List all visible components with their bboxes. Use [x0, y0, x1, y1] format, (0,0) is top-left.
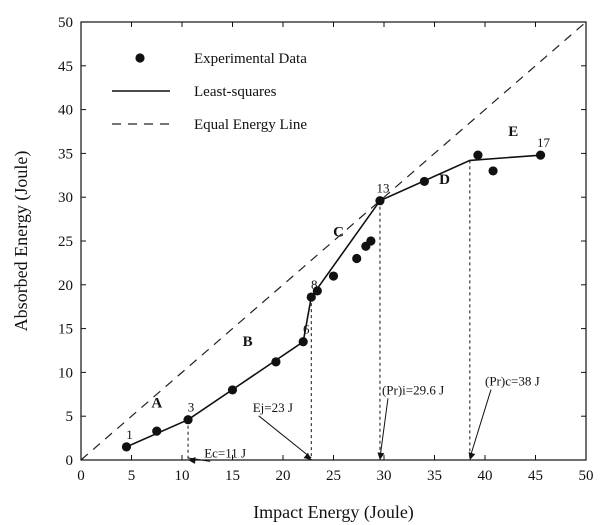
point-label: 17 — [537, 135, 551, 150]
y-tick-label: 40 — [58, 103, 73, 119]
axes-layer: 0 5 10 15 20 25 30 35 40 45 50 0 5 10 15 20 25 30 35 40 45 50 — [58, 15, 594, 484]
data-point — [352, 253, 362, 264]
x-tick-label: 0 — [77, 468, 85, 484]
annotation-label: Ej=23 J — [253, 400, 293, 415]
legend-label: Least-squares — [194, 84, 277, 100]
annotation-label: Ec=11 J — [204, 445, 246, 460]
data-point — [312, 286, 322, 296]
data-point — [419, 176, 429, 187]
x-tick-label: 20 — [276, 468, 291, 484]
y-tick-label: 25 — [58, 234, 73, 250]
y-tick-label: 20 — [58, 278, 73, 294]
x-tick-label: 30 — [377, 468, 392, 484]
point-label: 3 — [188, 400, 195, 415]
annotation-arrow — [469, 389, 492, 459]
points-layer — [121, 150, 546, 452]
point-label: 6 — [303, 322, 310, 337]
y-tick-label: 0 — [66, 453, 74, 469]
region-label: E — [508, 124, 518, 140]
y-tick-label: 10 — [58, 365, 73, 381]
y-tick-label: 5 — [66, 409, 74, 425]
y-tick-label: 30 — [58, 190, 73, 206]
annotation-label: (Pr)i=29.6 J — [382, 382, 444, 397]
y-tick-label: 35 — [58, 146, 73, 162]
y-tick-label: 45 — [58, 59, 73, 75]
region-label: B — [243, 334, 253, 350]
data-point — [535, 150, 546, 160]
x-tick-label: 50 — [579, 468, 594, 484]
x-tick-label: 45 — [528, 468, 543, 484]
x-tick-label: 25 — [326, 468, 341, 484]
x-tick-label: 15 — [225, 468, 240, 484]
point-label: 8 — [311, 277, 318, 292]
legend-marker — [135, 53, 145, 63]
data-point — [271, 357, 281, 367]
point-label: 13 — [376, 181, 389, 196]
data-point — [306, 292, 316, 302]
annotation-arrowhead — [377, 452, 385, 460]
data-point — [121, 442, 132, 452]
data-point — [366, 236, 376, 246]
legend-label: Equal Energy Line — [194, 117, 307, 133]
point-label: 1 — [126, 427, 133, 442]
x-tick-label: 10 — [175, 468, 190, 484]
data-point — [488, 166, 498, 176]
legend-label: Experimental Data — [194, 51, 307, 67]
data-point — [473, 150, 483, 160]
x-axis-title: Impact Energy (Joule) — [253, 502, 414, 523]
y-tick-label: 50 — [58, 15, 73, 31]
data-point — [375, 196, 385, 206]
region-label: D — [439, 172, 450, 188]
x-tick-label: 40 — [478, 468, 493, 484]
y-tick-label: 15 — [58, 322, 73, 338]
annotation-arrow — [379, 398, 389, 459]
annotation-arrow — [258, 415, 312, 459]
x-tick-label: 5 — [128, 468, 136, 484]
data-point — [328, 271, 339, 281]
y-axis-title: Absorbed Energy (Joule) — [11, 151, 32, 332]
annotation-arrowhead — [303, 452, 312, 460]
legend: Experimental Data Least-squares Equal Ener… — [112, 51, 307, 133]
data-point — [152, 426, 162, 436]
data-point — [183, 415, 193, 425]
annotation-arrowhead — [468, 452, 476, 460]
region-label: C — [333, 225, 344, 241]
data-point — [227, 385, 238, 395]
region-label: A — [151, 395, 162, 411]
data-point — [298, 337, 308, 347]
x-tick-label: 35 — [427, 468, 442, 484]
annotation-label: (Pr)c=38 J — [485, 374, 540, 389]
